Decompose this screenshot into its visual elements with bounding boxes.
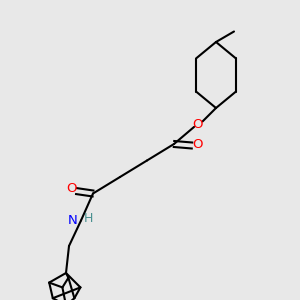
Text: O: O [193, 118, 203, 131]
Text: O: O [192, 137, 203, 151]
Text: O: O [66, 182, 76, 195]
Text: H: H [84, 212, 93, 226]
Text: N: N [68, 214, 77, 227]
